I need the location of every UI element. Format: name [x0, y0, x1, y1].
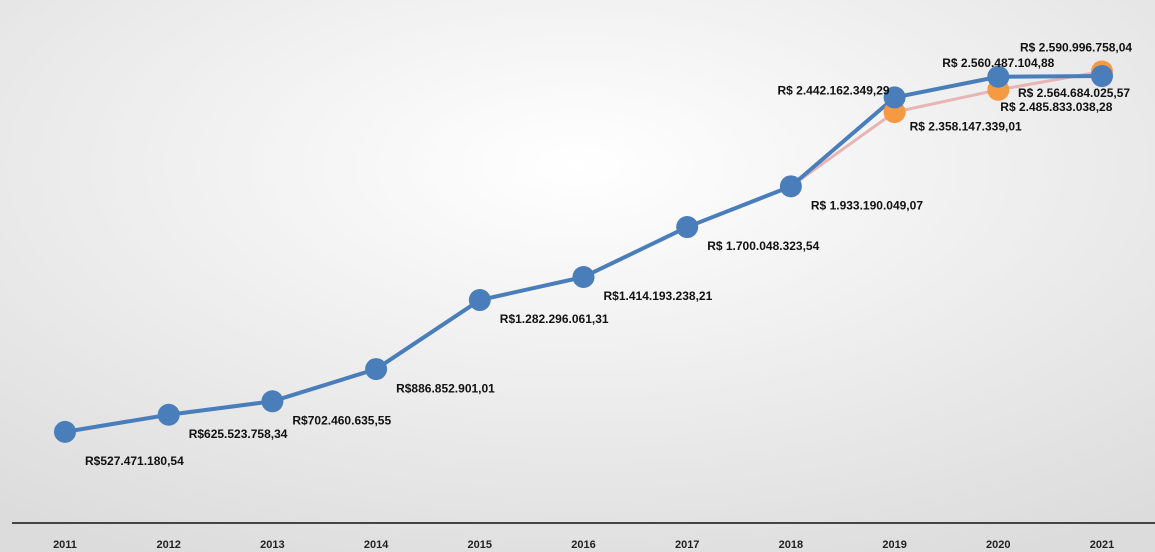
data-label: R$ 2.590.996.758,04: [1020, 41, 1132, 55]
point: [54, 420, 76, 443]
data-label: R$ 2.485.833.038,28: [1000, 100, 1112, 114]
data-label: R$ 1.700.048.323,54: [707, 239, 819, 253]
x-tick-label: 2018: [779, 539, 803, 551]
data-label: R$1.282.296.061,31: [500, 312, 609, 326]
point: [779, 175, 802, 198]
data-label: R$527.471.180,54: [85, 454, 184, 468]
data-label: R$ 2.564.684.025,57: [1018, 86, 1130, 100]
x-tick-label: 2017: [675, 539, 699, 551]
x-tick-label: 2013: [260, 539, 284, 551]
x-tick-label: 2021: [1090, 539, 1114, 551]
x-tick-label: 2012: [156, 539, 180, 551]
point: [1091, 65, 1113, 88]
data-label: R$ 2.560.487.104,88: [942, 56, 1054, 70]
x-tick-label: 2019: [882, 539, 906, 551]
point: [883, 86, 906, 109]
x-tick-label: 2014: [364, 539, 389, 551]
x-tick-label: 2020: [986, 539, 1010, 551]
series-line: [790, 69, 1103, 188]
point: [987, 65, 1010, 88]
point: [572, 265, 595, 288]
x-tick-label: 2015: [468, 539, 492, 551]
x-tick-label: 2011: [53, 539, 77, 551]
point: [468, 289, 491, 312]
x-tick-label: 2016: [571, 539, 595, 551]
data-label: R$1.414.193.238,21: [604, 289, 713, 303]
data-label: R$702.460.635,55: [292, 413, 391, 427]
data-label: R$886.852.901,01: [396, 381, 495, 395]
data-label: R$625.523.758,34: [189, 427, 288, 441]
data-label: R$ 2.358.147.339,01: [910, 119, 1022, 133]
data-label: R$ 1.933.190.049,07: [811, 199, 923, 213]
point: [157, 403, 180, 426]
data-label: R$ 2.442.162.349,29: [777, 84, 889, 98]
point: [676, 216, 699, 239]
point: [365, 358, 388, 381]
point: [261, 390, 284, 413]
